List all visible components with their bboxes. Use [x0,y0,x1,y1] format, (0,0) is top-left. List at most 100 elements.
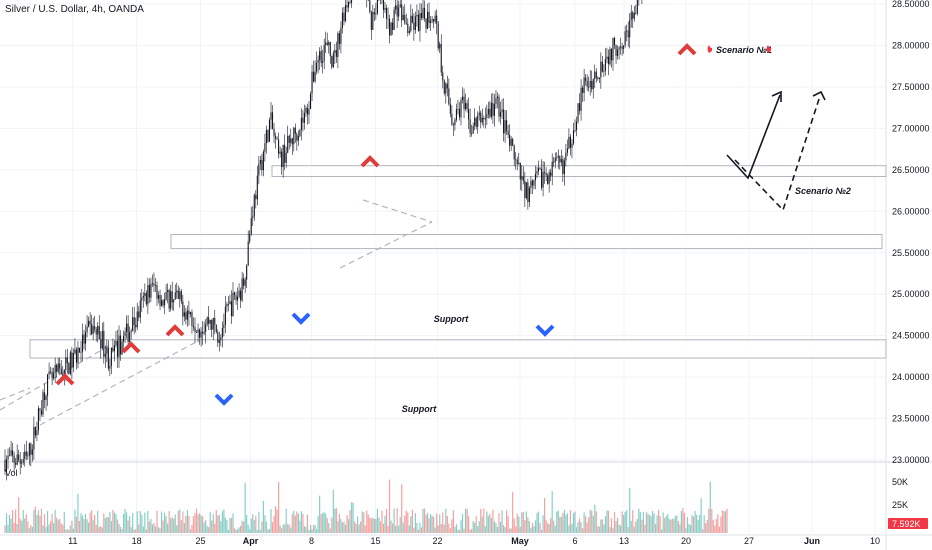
volume-bar [100,526,102,533]
volume-bar [606,510,608,533]
volume-bar [135,529,137,533]
candle-body [404,14,406,24]
volume-bar [4,525,6,533]
volume-bar [481,516,483,533]
candle-body [465,103,467,110]
volume-bar [297,513,299,533]
volume-bar [692,516,695,533]
support-zone[interactable] [29,339,887,359]
trendline[interactable] [0,387,31,401]
volume-bar [673,519,675,533]
trendline[interactable] [362,199,433,223]
volume-bar [588,517,590,533]
scenario-2-path[interactable] [734,95,821,212]
candle-body [16,454,18,465]
candle-body [626,30,628,32]
volume-bar [98,527,100,533]
price-axis-tick: 23.00000 [892,455,930,465]
candle-body [437,23,439,49]
candle-body [215,324,217,333]
volume-bar [326,518,328,533]
candle-body [553,161,555,163]
candle-body [478,112,480,116]
volume-bar [311,529,313,533]
candle-body [544,171,546,173]
candle-body [448,88,450,104]
volume-bar [77,493,79,533]
candle-body [334,50,336,53]
volume-bar [621,511,623,533]
volume-bar [691,515,693,533]
volume-bar [522,512,524,533]
support-zone[interactable] [170,234,883,250]
candle-body [510,138,512,146]
volume-bar [185,516,187,533]
volume-bar [609,527,611,533]
time-axis-tick: 13 [619,536,629,546]
volume-bar [689,524,692,533]
candle-body [416,14,418,17]
volume-bar [452,510,454,533]
volume-bar [486,511,488,533]
volume-bar [530,527,532,533]
candle-body [525,182,527,199]
volume-bar [162,520,164,533]
candle-body [112,347,114,352]
candle-body [237,296,239,301]
candle-body [230,301,233,317]
volume-bar [466,508,468,533]
candle-body [197,329,199,333]
candle-body [405,23,407,24]
volume-bar [235,529,237,533]
volume-bar [387,526,389,533]
candle-body [199,329,201,338]
volume-bar [5,513,8,533]
candle-body [323,44,325,61]
scenario-1-path[interactable] [726,94,781,180]
volume-bar [115,514,117,533]
price-axis-tick: 27.00000 [892,123,930,133]
volume-bar [545,519,547,533]
volume-bar [483,508,485,533]
candle-body [492,102,494,116]
volume-bar [460,520,462,533]
candle-body [48,371,50,375]
volume-bar [255,515,257,533]
candle-body [132,317,134,331]
candle-body [516,159,518,165]
volume-bar [268,529,271,533]
volume-bar [612,527,614,533]
volume-bar [209,511,211,533]
volume-bar [78,520,81,533]
candle-body [115,340,117,346]
volume-bar [439,514,441,533]
candle-body [10,450,12,456]
volume-bar [116,519,119,533]
volume-bar [103,513,105,533]
candle-body [531,180,533,186]
candle-body [320,51,322,63]
volume-bar [262,500,264,533]
candle-body [217,332,219,343]
volume-bar [715,519,717,533]
candle-body [36,430,38,436]
volume-bar [247,524,249,533]
trendline[interactable] [39,339,201,426]
support-zone[interactable] [271,165,887,177]
candle-body [474,117,476,126]
volume-bar [504,527,506,533]
volume-bar [316,529,318,533]
trendline[interactable] [339,221,433,269]
volume-bar [25,514,27,533]
candle-body [392,22,394,30]
candle-body [133,317,135,326]
candle-body [173,299,175,303]
volume-bar [338,513,340,533]
volume-bar [653,513,655,533]
candle-body [559,155,561,163]
candle-body [471,133,473,135]
volume-bar [557,510,559,533]
volume-bar [226,520,228,533]
volume-bar [633,526,635,533]
